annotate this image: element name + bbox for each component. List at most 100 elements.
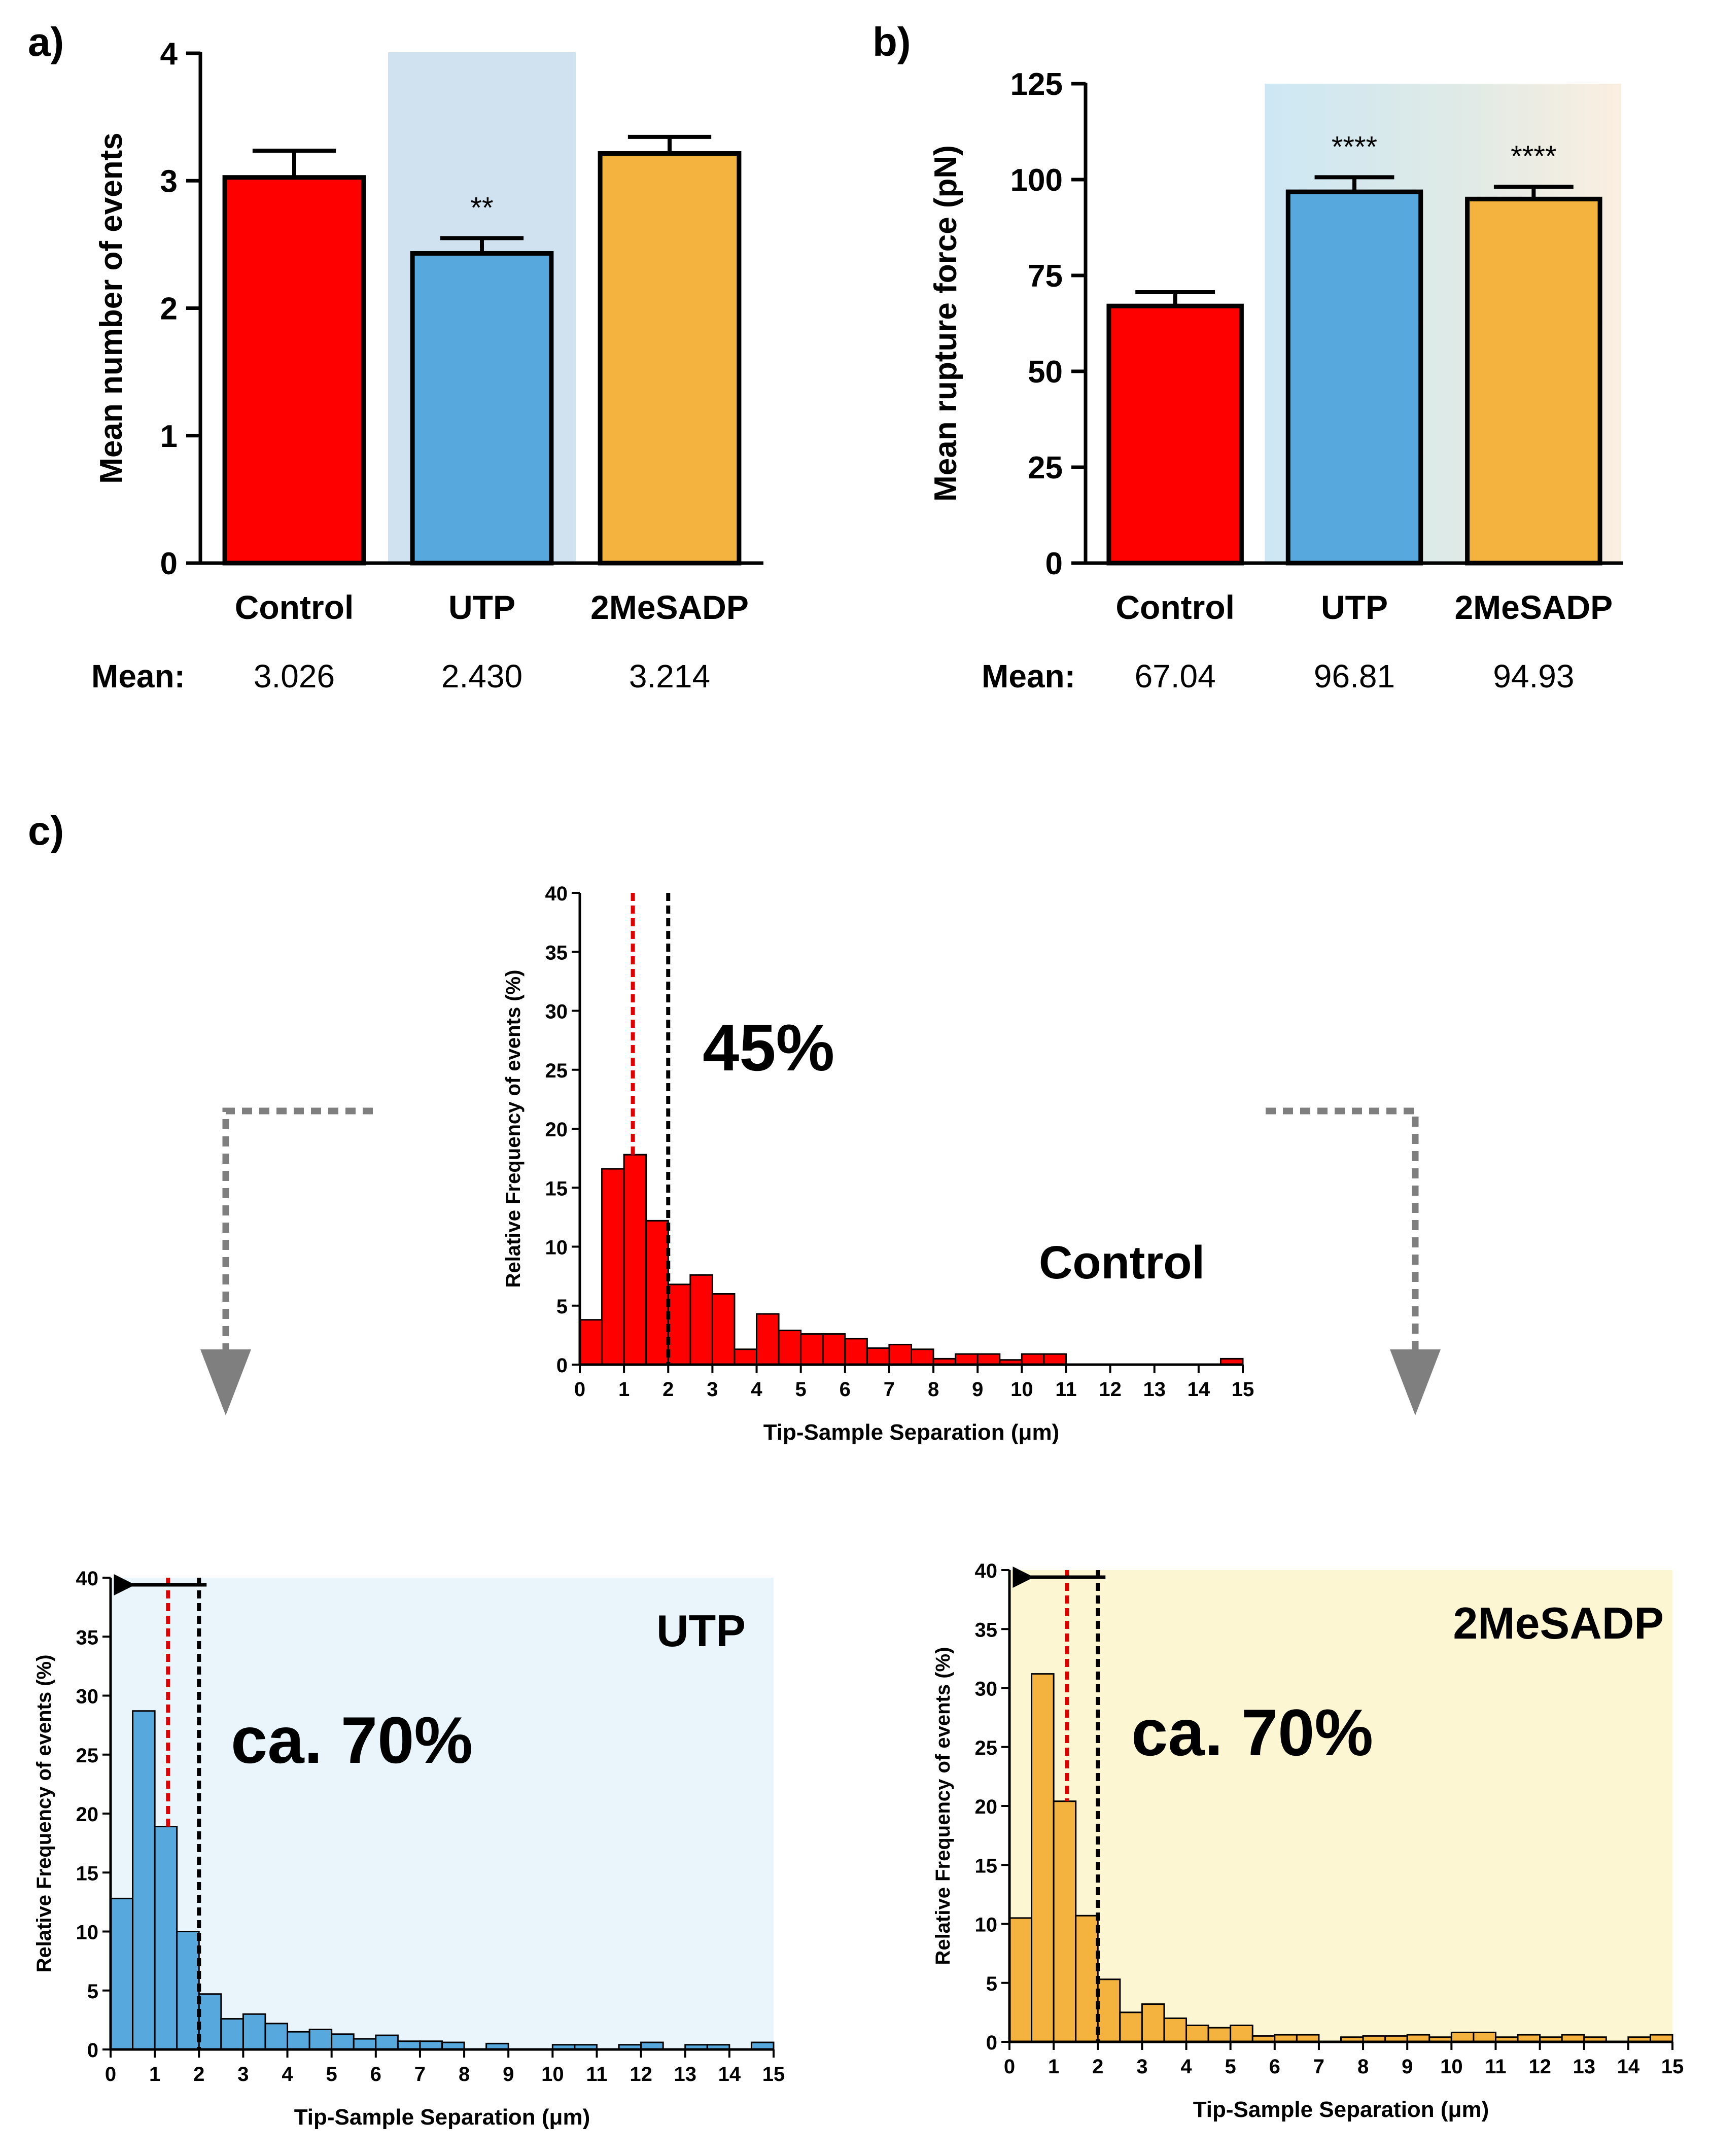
x-tick-label: 10 (1010, 1378, 1033, 1401)
y-tick-label: 35 (76, 1626, 99, 1649)
y-axis-label: Relative Frequency of events (%) (502, 970, 525, 1288)
x-tick-label: 9 (503, 2063, 514, 2085)
x-axis-label: Tip-Sample Separation (μm) (294, 2105, 590, 2130)
x-tick-label: 6 (840, 1378, 851, 1401)
x-tick-label: 12 (630, 2063, 652, 2085)
mean-value: 94.93 (1493, 658, 1574, 694)
y-tick-label: 75 (1028, 259, 1063, 294)
histogram-bar (1043, 1353, 1067, 1366)
y-tick-label: 15 (975, 1855, 998, 1877)
histogram-bar (711, 1293, 736, 1366)
histogram-bar (287, 2031, 310, 2050)
x-tick-label: 4 (282, 2063, 293, 2085)
x-tick-label: 7 (884, 1378, 895, 1401)
percentage-annotation: 45% (703, 1011, 834, 1085)
y-tick-label: 0 (556, 1354, 568, 1377)
bar-control (1106, 303, 1244, 566)
significance-marker: ** (470, 191, 493, 224)
y-tick-label: 15 (545, 1177, 568, 1200)
connector-arrow-left (200, 1107, 373, 1415)
histogram-title: UTP (656, 1606, 746, 1656)
bar-2mesadp (598, 151, 742, 566)
histogram-bar (1185, 2024, 1209, 2043)
x-tick-label: 2 (662, 1378, 674, 1401)
x-axis-label: Tip-Sample Separation (μm) (763, 1420, 1060, 1445)
x-tick-label: 12 (1099, 1378, 1122, 1401)
plot-background (111, 1578, 774, 2049)
y-tick-label: 0 (986, 2032, 997, 2054)
histogram-bar (308, 2028, 333, 2050)
x-tick-label: UTP (448, 588, 515, 626)
histogram-bar (734, 1348, 758, 1366)
panel-label-c: c) (28, 808, 64, 853)
x-tick-label: 8 (459, 2063, 470, 2085)
histogram-bar (1119, 2011, 1143, 2043)
histogram-bar (866, 1347, 890, 1366)
x-tick-label: 6 (1269, 2056, 1280, 2078)
y-tick-label: 35 (975, 1619, 998, 1641)
y-tick-label: 40 (76, 1568, 99, 1590)
histogram-bar (264, 2023, 289, 2050)
percentage-annotation: ca. 70% (231, 1703, 473, 1777)
mean-label: Mean: (982, 658, 1075, 694)
y-tick-label: 50 (1028, 355, 1063, 390)
y-tick-label: 5 (986, 1973, 997, 1995)
histogram-bar (911, 1348, 934, 1366)
x-tick-label: UTP (1321, 588, 1388, 626)
x-tick-label: Control (235, 588, 354, 626)
y-tick-label: 25 (545, 1060, 568, 1082)
y-tick-label: 10 (545, 1237, 568, 1259)
x-tick-label: 14 (718, 2063, 741, 2085)
mean-value: 96.81 (1314, 658, 1395, 694)
x-tick-label: 2MeSADP (590, 588, 749, 626)
histogram-title: 2MeSADP (1453, 1598, 1664, 1648)
histogram-bar (132, 1710, 156, 2050)
mean-value: 67.04 (1135, 658, 1216, 694)
x-tick-label: 0 (105, 2063, 116, 2085)
y-tick-label: 1 (160, 419, 178, 454)
bar-utp (1285, 189, 1423, 566)
y-axis-label: Mean rupture force (pN) (928, 145, 963, 502)
y-tick-label: 35 (545, 942, 568, 964)
x-tick-label: 10 (1440, 2056, 1463, 2078)
percentage-annotation: ca. 70% (1131, 1695, 1373, 1769)
x-tick-label: 8 (1357, 2056, 1369, 2078)
histogram-bar (220, 2018, 244, 2050)
x-tick-label: 0 (1004, 2056, 1015, 2078)
histogram-bar (1163, 2018, 1188, 2043)
y-axis-label: Relative Frequency of events (%) (33, 1655, 55, 1973)
x-tick-label: 13 (674, 2063, 696, 2085)
y-tick-label: 40 (545, 883, 568, 905)
histogram-bar (579, 1319, 603, 1366)
histogram-bar (176, 1931, 200, 2050)
x-tick-label: 0 (574, 1378, 585, 1401)
x-tick-label: 7 (1313, 2056, 1324, 2078)
x-tick-label: 13 (1573, 2056, 1595, 2078)
chart-b: 0 25 50 75 100 125 Mean rupture force (pN) Cont… (928, 67, 1623, 694)
histogram-bar (1097, 1978, 1121, 2043)
histogram-bar (955, 1353, 979, 1366)
x-tick-label: 14 (1188, 1378, 1210, 1401)
y-tick-label: 40 (975, 1560, 998, 1582)
x-tick-label: 4 (751, 1378, 762, 1401)
histogram-bar (154, 1826, 178, 2050)
y-tick-label: 125 (1010, 67, 1063, 102)
panel-label-b: b) (873, 19, 911, 64)
histogram-bar (1021, 1353, 1045, 1366)
x-tick-label: 11 (1485, 2056, 1506, 2078)
plot-background (1009, 1570, 1672, 2042)
histogram-bar (1207, 2027, 1232, 2043)
connector-arrow-right (1266, 1107, 1441, 1415)
x-tick-label: 1 (1048, 2056, 1059, 2078)
histogram-bar (1473, 2031, 1496, 2043)
x-tick-label: Control (1115, 588, 1235, 626)
x-tick-label: 3 (237, 2063, 249, 2085)
y-tick-label: 10 (76, 1922, 99, 1944)
mean-value: 3.214 (629, 658, 710, 694)
histogram-bar (800, 1333, 824, 1366)
histogram-bar (1141, 2003, 1165, 2043)
x-tick-label: 11 (586, 2063, 607, 2085)
x-tick-label: 5 (1225, 2056, 1236, 2078)
